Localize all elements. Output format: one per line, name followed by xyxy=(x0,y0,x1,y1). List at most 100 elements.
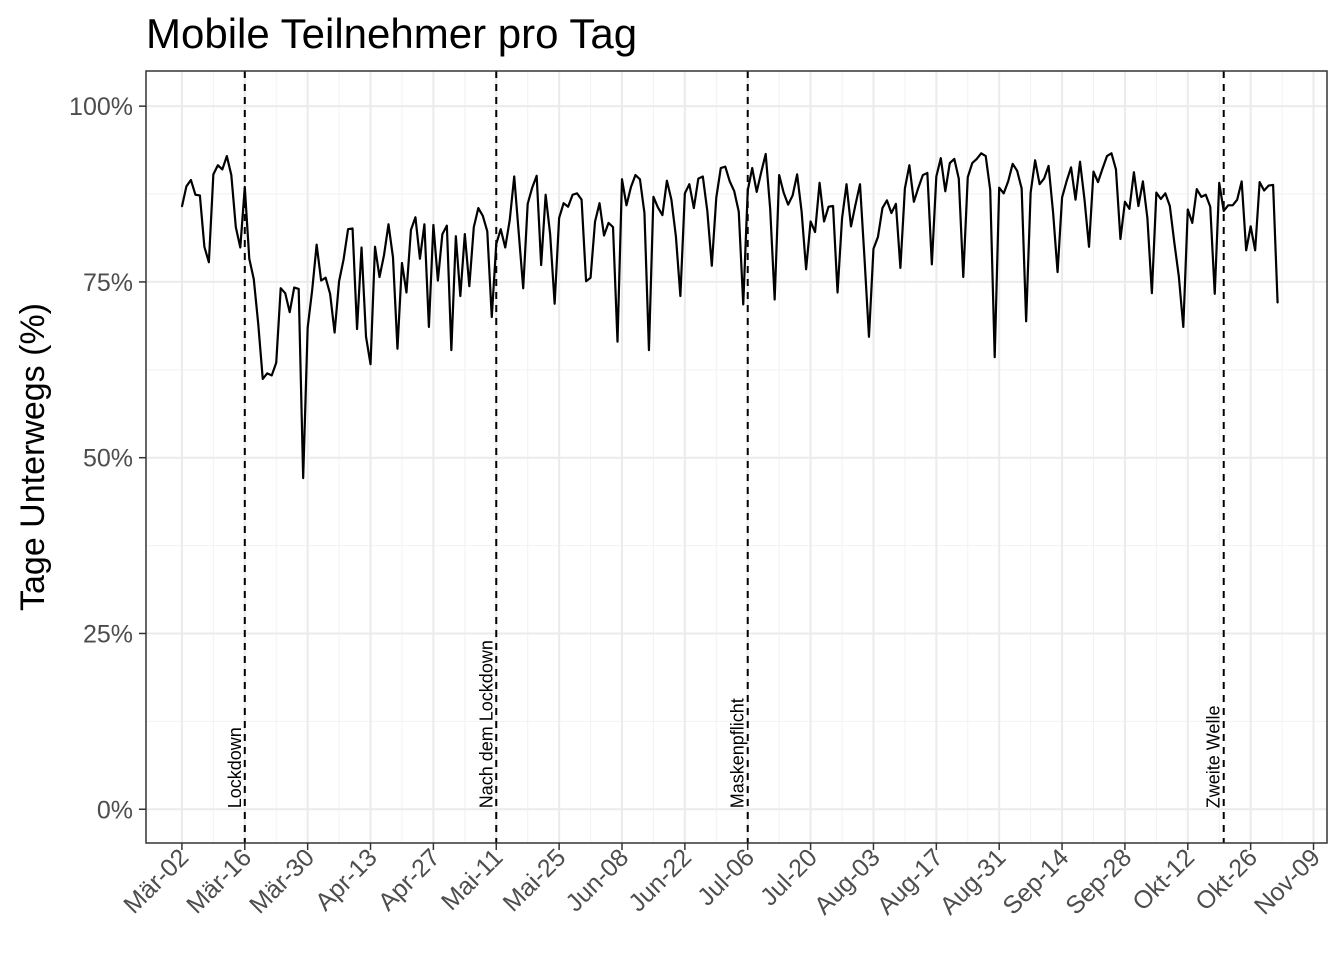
data-point xyxy=(1056,271,1059,273)
data-point xyxy=(437,279,439,282)
panel-border xyxy=(145,70,1328,844)
data-point xyxy=(1191,222,1193,224)
data-point xyxy=(351,227,354,230)
data-point xyxy=(203,246,205,248)
data-point xyxy=(1133,171,1135,173)
data-point xyxy=(711,265,713,267)
data-point xyxy=(944,190,946,192)
data-point xyxy=(1110,152,1113,154)
data-point xyxy=(1241,180,1243,182)
data-point xyxy=(311,289,313,291)
data-point xyxy=(625,204,628,206)
data-point xyxy=(917,187,919,189)
data-point xyxy=(527,203,529,205)
data-point xyxy=(774,298,776,301)
data-point xyxy=(280,287,282,289)
data-point xyxy=(1209,206,1211,208)
data-point xyxy=(769,208,771,210)
data-point xyxy=(630,186,632,188)
data-point xyxy=(886,199,888,201)
data-point xyxy=(230,174,232,176)
data-point xyxy=(598,202,601,204)
data-point xyxy=(1115,168,1117,171)
data-point xyxy=(316,244,318,246)
data-point xyxy=(576,192,578,194)
data-point xyxy=(1052,211,1054,213)
y-tick-label: 50% xyxy=(83,445,133,473)
data-point xyxy=(832,205,834,207)
data-point xyxy=(419,258,421,260)
data-point xyxy=(1214,293,1216,295)
data-point xyxy=(976,158,978,160)
data-point xyxy=(563,202,565,204)
x-tick-label: Mai-11 xyxy=(436,843,509,916)
data-point xyxy=(558,217,560,219)
data-point xyxy=(1236,199,1238,201)
data-point xyxy=(652,196,655,198)
data-point xyxy=(994,356,996,358)
data-point xyxy=(1012,163,1014,165)
data-point xyxy=(522,287,524,289)
data-point xyxy=(1254,249,1256,251)
data-point xyxy=(325,277,327,279)
data-point xyxy=(967,176,969,178)
data-point xyxy=(823,220,825,223)
data-point xyxy=(1016,170,1018,172)
data-point xyxy=(545,194,547,196)
data-point xyxy=(913,201,915,203)
data-point xyxy=(181,206,183,208)
data-point xyxy=(1272,184,1274,186)
data-point xyxy=(904,187,906,190)
data-point xyxy=(1101,168,1104,170)
data-point xyxy=(971,162,973,164)
data-point xyxy=(818,182,821,184)
x-tick-label: Mär-16 xyxy=(181,843,257,919)
data-point xyxy=(338,280,340,282)
data-point xyxy=(724,166,726,168)
data-point xyxy=(868,336,870,338)
data-point xyxy=(1124,201,1126,203)
data-point xyxy=(477,207,479,209)
x-tick-label: Sep-14 xyxy=(997,843,1074,920)
data-point xyxy=(895,203,897,205)
data-point xyxy=(1259,181,1261,183)
data-point xyxy=(441,233,443,235)
data-point xyxy=(1092,170,1095,173)
data-point xyxy=(1128,208,1131,210)
data-point xyxy=(985,155,987,157)
event-label: Nach dem Lockdown xyxy=(476,640,496,808)
data-point xyxy=(1074,199,1077,201)
data-point xyxy=(607,222,610,224)
data-point xyxy=(688,183,690,185)
data-point xyxy=(239,246,241,249)
y-tick-label: 75% xyxy=(83,269,133,297)
data-point xyxy=(1196,188,1198,190)
data-point xyxy=(756,191,758,193)
data-point xyxy=(464,233,466,235)
data-point xyxy=(787,203,789,206)
data-point xyxy=(571,194,574,196)
x-tick-label: Okt-12 xyxy=(1127,843,1200,916)
data-point xyxy=(859,183,861,185)
data-point xyxy=(450,349,452,351)
data-point xyxy=(899,267,902,269)
data-point xyxy=(706,210,708,212)
data-point xyxy=(396,348,399,350)
data-point xyxy=(1245,249,1247,251)
data-point xyxy=(657,206,659,209)
data-point xyxy=(221,168,223,171)
data-point xyxy=(809,220,812,223)
data-point xyxy=(432,224,434,226)
data-point xyxy=(738,211,740,213)
data-point xyxy=(271,374,273,377)
data-point xyxy=(392,256,394,258)
x-tick-label: Jul-06 xyxy=(692,843,760,911)
data-point xyxy=(926,172,928,174)
data-point xyxy=(1151,292,1153,294)
data-point xyxy=(1034,159,1036,161)
data-point xyxy=(298,288,300,290)
data-point xyxy=(257,323,259,325)
data-point xyxy=(845,183,848,185)
data-point xyxy=(360,246,363,249)
data-point xyxy=(805,268,807,270)
